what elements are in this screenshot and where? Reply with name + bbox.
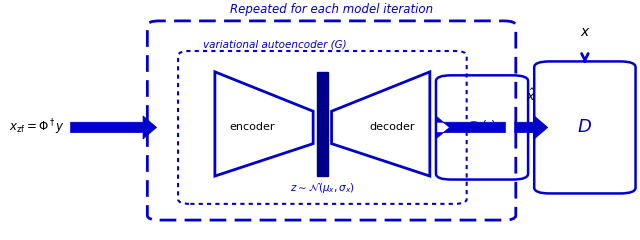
Text: D: D xyxy=(578,118,592,136)
Bar xyxy=(317,72,328,176)
Text: variational autoencoder (G): variational autoencoder (G) xyxy=(203,40,346,50)
Text: $x_{\mathrm{zf}} = \Phi^\dagger y$: $x_{\mathrm{zf}} = \Phi^\dagger y$ xyxy=(9,118,65,137)
Text: encoder: encoder xyxy=(230,122,275,132)
Polygon shape xyxy=(436,116,506,139)
Text: decoder: decoder xyxy=(370,122,415,132)
Text: Repeated for each model iteration: Repeated for each model iteration xyxy=(230,3,433,16)
Polygon shape xyxy=(515,116,548,139)
Text: $\hat{x}$: $\hat{x}$ xyxy=(526,88,536,104)
Polygon shape xyxy=(70,116,157,139)
Text: $x$: $x$ xyxy=(580,25,590,39)
Text: $\mathcal{P}_{\mathcal{C}}(\cdot)$: $\mathcal{P}_{\mathcal{C}}(\cdot)$ xyxy=(468,119,496,136)
Text: $z \sim \mathcal{N}(\mu_x, \sigma_x)$: $z \sim \mathcal{N}(\mu_x, \sigma_x)$ xyxy=(290,181,355,195)
